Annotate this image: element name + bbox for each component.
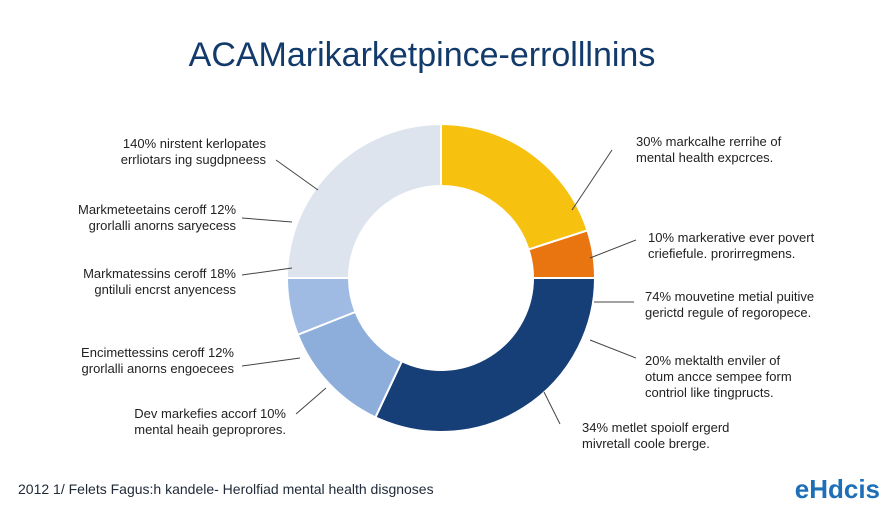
slice-label-line: 34% metlet spoiolf ergerd <box>582 420 729 435</box>
slice-label-line: 20% mektalth enviler of <box>645 353 781 368</box>
leader-line <box>589 239 637 259</box>
donut-slice <box>285 122 442 279</box>
slice-label: Dev markefies accorf 10% mental heaih gep… <box>134 406 286 437</box>
slice-label: 10% markerative ever povert criefiefule. … <box>648 230 815 261</box>
leader-line <box>275 159 319 191</box>
slice-label-line: gntiluli encrst anyencess <box>94 282 236 297</box>
leader-line <box>241 217 293 223</box>
slice-label-line: mental health expcrces. <box>636 150 773 165</box>
slice-label-line: contriol like tingpructs. <box>645 385 774 400</box>
slice-labels: 30% markcalhe rerrihe of mental health ex… <box>78 134 815 451</box>
slice-label-line: mental heaih geproprores. <box>134 422 286 437</box>
slice-label-line: Markmatessins ceroff 18% <box>83 266 236 281</box>
slice-label-line: otum ancce sempee form <box>645 369 792 384</box>
slice-label-line: Encimettessins ceroff 12% <box>81 345 234 360</box>
slice-label-line: 140% nirstent kerlopates <box>123 136 267 151</box>
slice-label-line: grorlalli anorns saryecess <box>89 218 237 233</box>
slice-label: Markmeteetains ceroff 12% grorlalli anorn… <box>78 202 236 233</box>
leader-line <box>589 339 637 359</box>
slice-label-line: Dev markefies accorf 10% <box>134 406 286 421</box>
brand-logo: eHdcis <box>795 474 880 504</box>
leader-line <box>571 149 613 211</box>
leader-line <box>543 391 561 425</box>
slice-label-line: grorlalli anorns engoecees <box>82 361 235 376</box>
chart-title: ACAMarikarketpince-errolllnins <box>189 36 656 74</box>
donut-slice <box>440 122 589 251</box>
slice-label: 74% mouvetine metial puitive gerictd regu… <box>645 289 814 320</box>
slice-label: Encimettessins ceroff 12% grorlalli anorn… <box>81 345 234 376</box>
slice-label-line: mivretall coole brerge. <box>582 436 710 451</box>
slice-label: 30% markcalhe rerrihe of mental health ex… <box>636 134 782 165</box>
leader-lines <box>241 149 637 425</box>
slice-label-line: 10% markerative ever povert <box>648 230 815 245</box>
footer-note: 2012 1/ Felets Fagus:h kandele- Herolfia… <box>18 481 434 497</box>
slice-label-line: gerictd regule of regoropece. <box>645 305 811 320</box>
donut-slice <box>374 277 597 433</box>
slice-label: 20% mektalth enviler of otum ancce sempee… <box>645 353 792 400</box>
slice-label-line: errliotars ing sugdpneess <box>121 152 267 167</box>
slice-label-line: criefiefule. prorirregmens. <box>648 246 795 261</box>
slice-label-line: 74% mouvetine metial puitive <box>645 289 814 304</box>
slice-label-line: Markmeteetains ceroff 12% <box>78 202 236 217</box>
leader-line <box>241 357 301 367</box>
donut-slices <box>285 122 597 433</box>
slice-label: Markmatessins ceroff 18% gntiluli encrst … <box>83 266 236 297</box>
slice-label-line: 30% markcalhe rerrihe of <box>636 134 782 149</box>
slice-label: 140% nirstent kerlopates errliotars ing s… <box>121 136 267 167</box>
slice-label: 34% metlet spoiolf ergerd mivretall coole… <box>582 420 729 451</box>
leader-line <box>241 267 293 276</box>
leader-line <box>295 387 327 415</box>
